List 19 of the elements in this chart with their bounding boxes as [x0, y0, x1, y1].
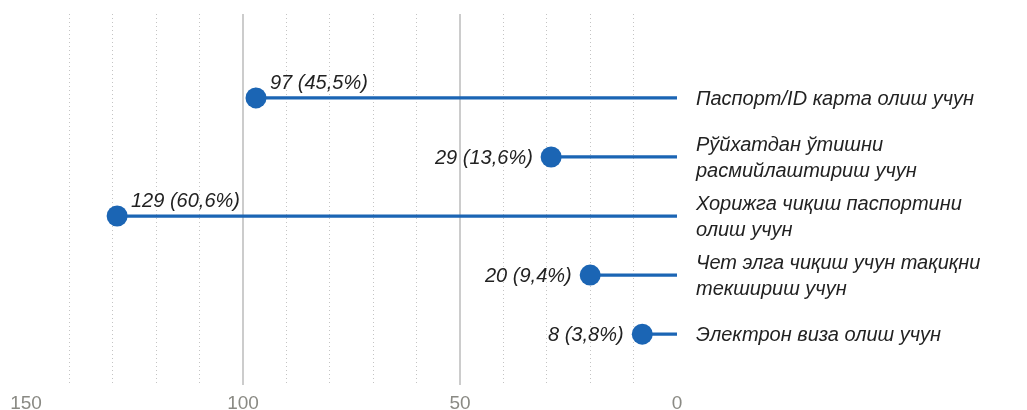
point [631, 323, 653, 345]
data-label: 8 (3,8%) [548, 323, 624, 345]
point [540, 146, 562, 168]
point [579, 264, 601, 286]
point [245, 87, 267, 109]
y-tick-label: Хорижга чиқиш паспортини олиш учун [695, 192, 962, 241]
x-tick-label: 100 [227, 392, 259, 410]
y-tick-label: Паспорт/ID карта олиш учун [696, 86, 975, 109]
x-tick-label: 150 [10, 392, 42, 410]
y-tick-label: Рўйхатдан ўтишни расмийлаштириш учун [695, 132, 917, 181]
y-tick-label: Электрон виза олиш учун [696, 323, 942, 346]
y-tick-label: Чет элга чиқиш учун тақиқни текшириш учун [696, 251, 981, 300]
x-tick-label: 0 [671, 392, 683, 410]
data-label: 97 (45,5%) [270, 71, 368, 93]
x-tick-label: 50 [449, 392, 471, 410]
data-label: 129 (60,6%) [131, 189, 240, 211]
data-label: 29 (13,6%) [434, 146, 533, 168]
point [106, 205, 128, 227]
data-label: 20 (9,4%) [484, 264, 572, 286]
